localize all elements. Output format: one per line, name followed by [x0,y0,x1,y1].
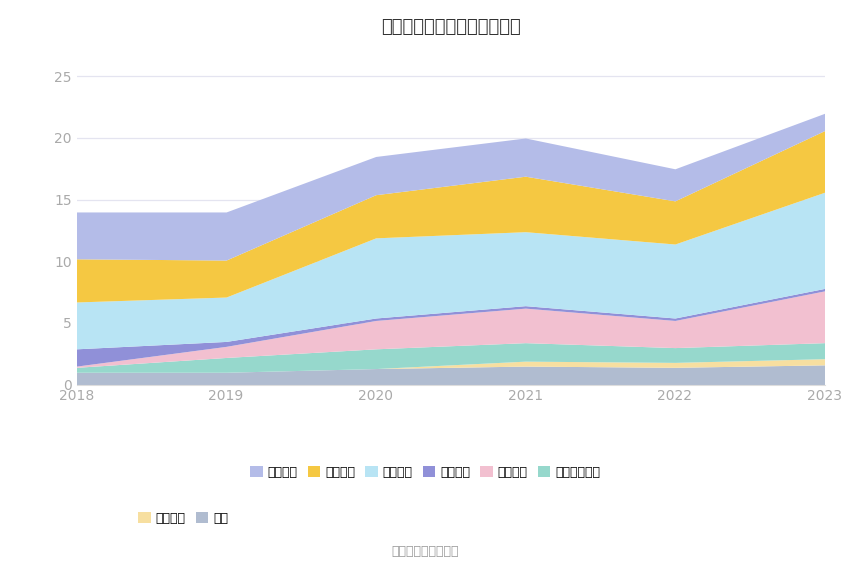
Legend: 短期借款, 应付票据, 应付账款, 预收款项, 合同负债, 其他流动负债: 短期借款, 应付票据, 应付账款, 预收款项, 合同负债, 其他流动负债 [250,466,600,479]
Text: 数据来源：恒生聚源: 数据来源：恒生聚源 [391,545,459,558]
Title: 历年主要负债堆积图（亿元）: 历年主要负债堆积图（亿元） [381,18,520,36]
Legend: 长期借款, 其它: 长期借款, 其它 [138,511,228,525]
